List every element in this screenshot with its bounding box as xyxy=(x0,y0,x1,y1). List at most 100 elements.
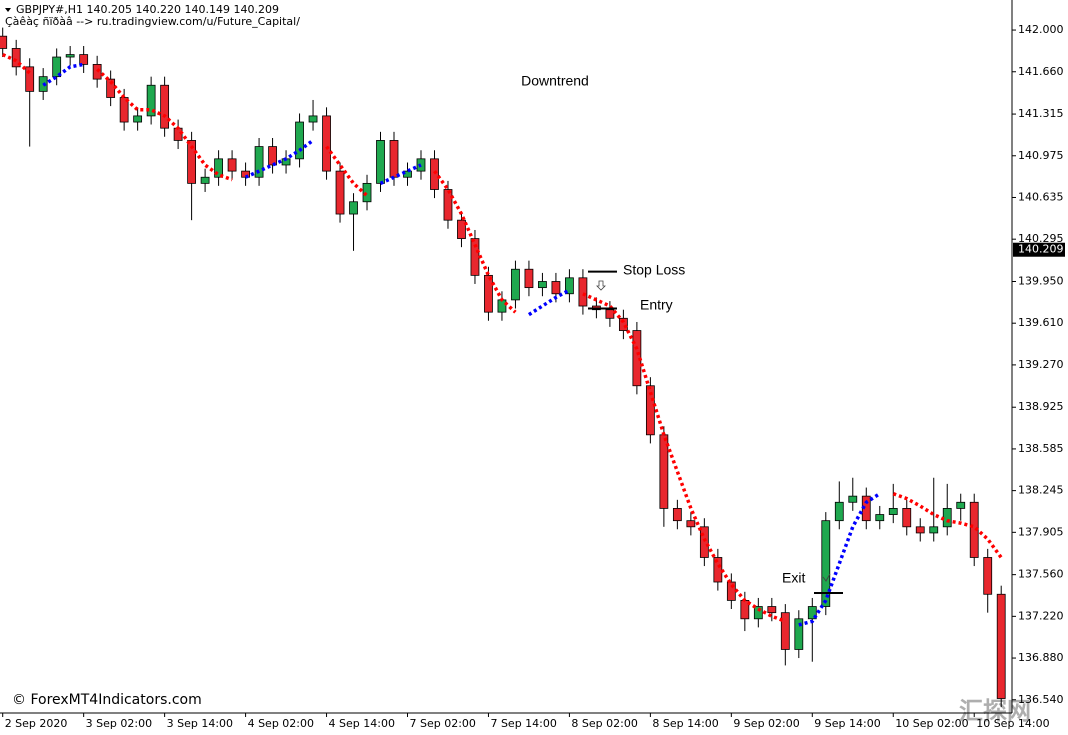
x-tick-label: 2 Sep 2020 xyxy=(5,717,68,730)
y-tick-label: 140.635 xyxy=(1018,190,1064,203)
candle-body xyxy=(618,317,628,331)
x-tick-label: 9 Sep 02:00 xyxy=(733,717,799,730)
x-tick-label: 8 Sep 14:00 xyxy=(652,717,718,730)
y-tick-label: 139.270 xyxy=(1018,358,1064,371)
candle-body xyxy=(362,182,372,203)
candle-body xyxy=(349,201,358,215)
x-tick-label: 10 Sep 14:00 xyxy=(976,717,1049,730)
indicator-line xyxy=(1,53,31,75)
chart-subtitle: Çàêàç ñïðàâ --> ru.tradingview.com/u/Fut… xyxy=(5,15,300,28)
candle-body xyxy=(376,140,385,184)
candle-body xyxy=(726,581,736,601)
candle-body xyxy=(322,115,331,172)
indicator-line xyxy=(96,68,233,182)
candle-body xyxy=(65,54,75,58)
candle-body xyxy=(187,140,197,184)
indicator-line xyxy=(244,138,315,179)
candle-body xyxy=(133,115,143,123)
candle-body xyxy=(227,158,237,172)
y-tick-label: 136.880 xyxy=(1018,651,1064,664)
x-tick-label: 4 Sep 14:00 xyxy=(329,717,395,730)
candle-body xyxy=(511,268,520,301)
candle-body xyxy=(52,56,62,78)
indicator-line xyxy=(582,292,786,623)
x-tick-label: 8 Sep 02:00 xyxy=(571,717,637,730)
x-tick-label: 3 Sep 02:00 xyxy=(86,717,152,730)
candle-body xyxy=(146,84,156,117)
candle-body xyxy=(214,158,223,178)
x-tick-label: 4 Sep 02:00 xyxy=(248,717,314,730)
candle-body xyxy=(672,508,682,522)
indicator-line xyxy=(527,288,571,317)
candle-body xyxy=(241,170,250,178)
candle-body xyxy=(389,140,399,178)
candle-body xyxy=(780,612,790,650)
candle-body xyxy=(956,501,966,509)
annotation: Downtrend xyxy=(521,73,589,89)
y-tick-label: 139.950 xyxy=(1018,274,1064,287)
candle-body xyxy=(996,593,1006,699)
candle-body xyxy=(699,526,709,558)
candle-body xyxy=(875,514,885,522)
candle-body xyxy=(713,557,723,583)
sell-arrow xyxy=(596,280,606,291)
annotation: Entry xyxy=(640,297,673,313)
candle-body xyxy=(794,618,804,650)
candle-body xyxy=(497,299,507,313)
logo: 汇探网 xyxy=(959,697,1031,725)
x-tick-label: 10 Sep 02:00 xyxy=(895,717,968,730)
candle-body xyxy=(767,606,777,614)
y-tick-label: 138.925 xyxy=(1018,400,1064,413)
candle-body xyxy=(470,238,480,276)
candle-body xyxy=(551,281,561,295)
candle-body xyxy=(11,48,21,68)
candle-body xyxy=(430,158,439,190)
candle-body xyxy=(821,520,831,607)
candle-body xyxy=(538,281,547,289)
candle-body xyxy=(834,501,844,522)
candle-body xyxy=(200,176,210,184)
watermark: © ForexMT4Indicators.com xyxy=(12,692,202,708)
candle-body xyxy=(119,97,129,123)
candle-body xyxy=(848,495,858,503)
y-tick-label: 138.245 xyxy=(1018,484,1064,497)
price-tag-bg xyxy=(1013,242,1065,257)
candle-body xyxy=(915,526,925,534)
annotation: Stop Loss xyxy=(623,261,685,277)
y-tick-label: 137.220 xyxy=(1018,609,1064,622)
y-tick-label: 139.610 xyxy=(1018,316,1064,329)
candle-body xyxy=(686,520,696,528)
candle-body xyxy=(902,508,912,528)
candle-body xyxy=(983,557,993,595)
candle-body xyxy=(254,146,264,178)
y-tick-label: 141.315 xyxy=(1018,107,1064,120)
menu-triangle xyxy=(5,8,11,12)
y-tick-label: 137.560 xyxy=(1018,568,1064,581)
y-tick-label: 140.295 xyxy=(1018,232,1064,245)
candle-body xyxy=(160,84,170,129)
indicator-line xyxy=(798,492,881,627)
candle-body xyxy=(268,146,277,166)
y-tick-label: 140.975 xyxy=(1018,149,1064,162)
candle-body xyxy=(605,309,615,319)
candle-body xyxy=(524,268,534,289)
candle-body xyxy=(807,606,817,620)
candle-body xyxy=(25,66,35,92)
candle-body xyxy=(861,495,871,522)
x-tick-label: 3 Sep 14:00 xyxy=(167,717,233,730)
y-tick-label: 138.585 xyxy=(1018,442,1064,455)
candle-body xyxy=(578,277,588,307)
indicator-line xyxy=(379,163,422,185)
x-tick-label: 7 Sep 02:00 xyxy=(409,717,475,730)
indicator-line xyxy=(325,145,369,197)
candle-body xyxy=(92,63,102,80)
candle-body xyxy=(753,606,763,620)
candle-body xyxy=(929,526,939,534)
price-tag: 140.209 xyxy=(1018,243,1064,256)
candle-body xyxy=(335,170,345,215)
indicator-line xyxy=(42,62,85,87)
exit-check xyxy=(822,573,831,582)
